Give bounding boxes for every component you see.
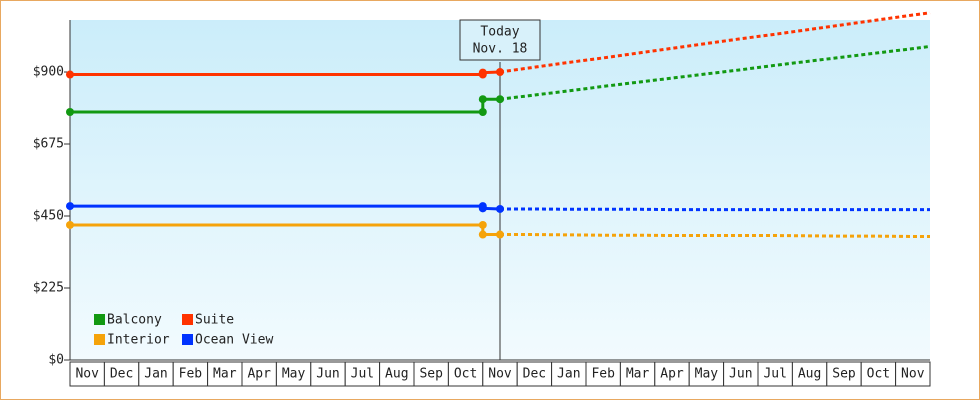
x-tick-label: Feb bbox=[179, 367, 203, 382]
x-tick-label: Dec bbox=[523, 367, 546, 382]
x-tick-label: Sep bbox=[419, 367, 443, 382]
x-tick-label: Nov bbox=[488, 367, 512, 382]
x-tick-label: Jan bbox=[557, 367, 580, 382]
x-tick-label: Oct bbox=[867, 367, 890, 382]
x-tick-box bbox=[585, 361, 621, 387]
point bbox=[496, 68, 504, 76]
legend-label: Balcony bbox=[107, 313, 162, 328]
x-tick-label: Dec bbox=[110, 367, 133, 382]
x-tick-box bbox=[310, 361, 346, 387]
x-tick-label: Sep bbox=[832, 367, 856, 382]
x-tick-box bbox=[172, 361, 209, 387]
today-box bbox=[459, 19, 541, 61]
legend-label: Ocean View bbox=[195, 333, 273, 348]
x-tick-label: Aug bbox=[385, 367, 408, 382]
forecast-line bbox=[500, 233, 930, 238]
x-tick-box bbox=[516, 361, 553, 387]
point bbox=[66, 70, 74, 79]
x-tick-label: Mar bbox=[626, 367, 650, 382]
x-tick-box bbox=[860, 361, 897, 387]
x-tick-box bbox=[551, 361, 587, 387]
today-label: Today bbox=[480, 25, 519, 40]
x-tick-box bbox=[103, 361, 140, 387]
point bbox=[496, 204, 504, 213]
x-tick-label: May bbox=[695, 367, 719, 382]
forecast-line bbox=[500, 207, 930, 212]
legend-label: Interior bbox=[107, 333, 170, 348]
y-tick-label: $900 bbox=[33, 65, 64, 80]
x-tick-label: Jul bbox=[351, 367, 374, 382]
x-tick-box bbox=[619, 361, 656, 387]
x-tick-box bbox=[69, 361, 105, 387]
point bbox=[66, 220, 74, 229]
y-tick-label: $675 bbox=[33, 137, 64, 152]
point bbox=[496, 230, 504, 239]
x-tick-label: Apr bbox=[247, 367, 271, 382]
forecast-line bbox=[499, 44, 931, 101]
y-tick-label: $225 bbox=[33, 281, 64, 296]
point bbox=[478, 68, 487, 77]
point bbox=[66, 108, 74, 116]
x-tick-label: Aug bbox=[798, 367, 821, 382]
point bbox=[478, 204, 487, 213]
series-line bbox=[70, 223, 500, 237]
series-line bbox=[70, 97, 500, 114]
x-tick-label: Apr bbox=[660, 367, 684, 382]
y-tick-label: $450 bbox=[33, 209, 64, 224]
x-tick-box bbox=[241, 361, 277, 387]
x-tick-label: Nov bbox=[75, 367, 99, 382]
legend-swatch bbox=[94, 314, 105, 325]
x-tick-box bbox=[723, 361, 759, 387]
legend-label: Suite bbox=[195, 313, 234, 328]
x-tick-box bbox=[688, 361, 725, 387]
x-tick-box bbox=[482, 361, 518, 387]
point bbox=[496, 95, 504, 104]
x-tick-label: Feb bbox=[591, 367, 615, 382]
x-tick-box bbox=[275, 361, 312, 387]
x-tick-box bbox=[895, 361, 931, 387]
point bbox=[478, 108, 487, 116]
legend-swatch bbox=[182, 314, 193, 325]
x-tick-box bbox=[379, 361, 415, 387]
y-tick-label: $0 bbox=[48, 353, 64, 368]
x-tick-label: Mar bbox=[213, 367, 237, 382]
legend-swatch bbox=[182, 334, 193, 345]
x-tick-label: Nov bbox=[901, 367, 925, 382]
point bbox=[478, 230, 487, 239]
point bbox=[478, 220, 487, 229]
x-tick-box bbox=[207, 361, 243, 387]
point bbox=[478, 95, 487, 104]
x-tick-label: Jan bbox=[144, 367, 167, 382]
today-label: Nov. 18 bbox=[473, 42, 528, 57]
point bbox=[66, 202, 74, 211]
legend-swatch bbox=[94, 334, 105, 345]
x-tick-box bbox=[654, 361, 690, 387]
x-tick-label: Jun bbox=[316, 367, 339, 382]
x-tick-box bbox=[826, 361, 862, 387]
x-tick-label: Oct bbox=[454, 367, 477, 382]
x-tick-box bbox=[344, 361, 381, 387]
x-tick-label: May bbox=[282, 367, 306, 382]
x-tick-label: Jul bbox=[763, 367, 786, 382]
x-tick-label: Jun bbox=[729, 367, 752, 382]
forecast-line bbox=[499, 11, 931, 74]
x-tick-box bbox=[138, 361, 174, 387]
